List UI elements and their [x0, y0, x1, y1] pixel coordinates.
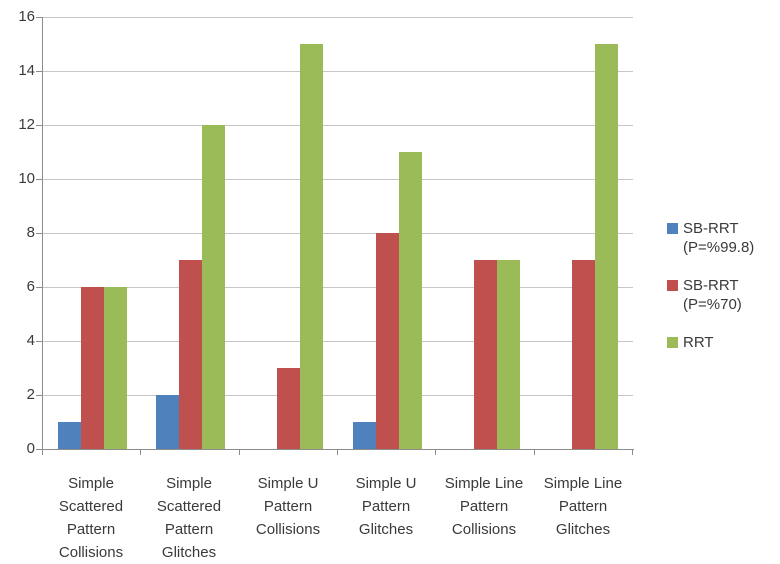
bar: [104, 287, 127, 449]
bar: [156, 395, 179, 449]
gridline: [43, 17, 633, 18]
category-label: Simple Line Pattern Glitches: [543, 475, 623, 538]
gridline: [43, 125, 633, 126]
y-axis-tick: [36, 341, 42, 342]
y-axis-tick: [36, 233, 42, 234]
y-axis-tick: [36, 179, 42, 180]
category-label: Simple U Pattern Glitches: [355, 475, 417, 538]
category-label: Simple Scattered Pattern Collisions: [58, 475, 124, 561]
y-axis-tick: [36, 287, 42, 288]
legend-item: SB-RRT (P=%99.8): [667, 219, 754, 257]
legend-label: RRT: [683, 334, 714, 351]
y-axis-tick: [36, 395, 42, 396]
y-tick-label: 4: [26, 332, 35, 349]
x-axis-tick: [534, 450, 535, 455]
x-axis-tick: [632, 450, 633, 455]
bar: [179, 260, 202, 449]
category-label: Simple Scattered Pattern Glitches: [156, 475, 222, 561]
bar: [474, 260, 497, 449]
x-axis-line: [42, 449, 634, 450]
bar: [81, 287, 104, 449]
y-tick-label: 2: [26, 386, 35, 403]
y-tick-label: 0: [26, 440, 35, 457]
gridline: [43, 71, 633, 72]
plot-area: [43, 17, 633, 449]
bar: [572, 260, 595, 449]
gridline: [43, 341, 633, 342]
bar: [376, 233, 399, 449]
bar: [353, 422, 376, 449]
bar: [58, 422, 81, 449]
y-tick-label: 12: [18, 116, 35, 133]
bar: [202, 125, 225, 449]
y-axis-tick: [36, 125, 42, 126]
gridline: [43, 395, 633, 396]
y-axis-tick: [36, 449, 42, 450]
y-tick-label: 14: [18, 62, 35, 79]
y-axis-tick: [36, 17, 42, 18]
gridline: [43, 287, 633, 288]
gridline: [43, 179, 633, 180]
gridline: [43, 233, 633, 234]
bar: [399, 152, 422, 449]
category-label: Simple U Pattern Collisions: [255, 475, 321, 538]
category-label: Simple Line Pattern Collisions: [444, 475, 524, 538]
x-axis-tick: [435, 450, 436, 455]
y-tick-label: 6: [26, 278, 35, 295]
y-axis-line: [42, 17, 43, 450]
y-axis-tick: [36, 71, 42, 72]
x-axis-tick: [42, 450, 43, 455]
legend-label: SB-RRT (P=%70): [683, 277, 742, 313]
legend-label: SB-RRT (P=%99.8): [683, 220, 755, 256]
legend-swatch: [667, 223, 678, 234]
bar: [300, 44, 323, 449]
bar: [595, 44, 618, 449]
legend-item: RRT: [667, 333, 754, 352]
x-axis-tick: [239, 450, 240, 455]
y-tick-label: 8: [26, 224, 35, 241]
bar: [277, 368, 300, 449]
legend-swatch: [667, 337, 678, 348]
legend-swatch: [667, 280, 678, 291]
y-tick-label: 10: [18, 170, 35, 187]
x-axis-tick: [140, 450, 141, 455]
legend: SB-RRT (P=%99.8) SB-RRT (P=%70) RRT: [667, 219, 754, 352]
bar: [497, 260, 520, 449]
x-axis-tick: [337, 450, 338, 455]
legend-item: SB-RRT (P=%70): [667, 276, 754, 314]
y-tick-label: 16: [18, 8, 35, 25]
